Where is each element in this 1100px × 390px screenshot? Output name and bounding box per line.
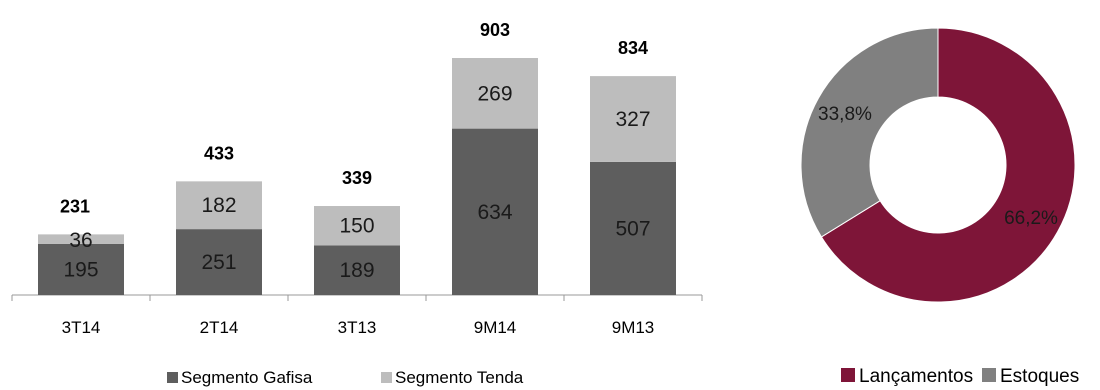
legend-label: Segmento Tenda (395, 368, 524, 387)
bar-value-label: 182 (201, 194, 236, 217)
bar-tenda-9m14 (452, 58, 538, 129)
bar-gafisa-9m13 (590, 161, 676, 295)
donut-slice-label: 66,2% (1004, 208, 1058, 229)
x-tick-label: 3T14 (62, 318, 101, 337)
x-tick-label: 3T13 (338, 318, 377, 337)
legend-swatch (167, 372, 178, 383)
bar-tenda-3t13 (314, 206, 400, 246)
stacked-bar-chart: 195 36 231 3T14 251 182 433 2T14 189 150 339 3T13 63… (11, 20, 703, 387)
bar-gafisa-9m14 (452, 128, 538, 295)
bar-value-label: 251 (201, 251, 236, 274)
bar-total-label: 433 (204, 143, 234, 163)
bar-total-label: 903 (480, 20, 510, 40)
x-tick-label: 9M14 (474, 318, 517, 337)
legend-swatch (381, 372, 392, 383)
bar-gafisa-2t14 (176, 229, 262, 295)
legend-swatch (982, 368, 996, 382)
legend-label: Segmento Gafisa (181, 368, 313, 387)
x-tick-label: 9M13 (612, 318, 655, 337)
bar-tenda-2t14 (176, 181, 262, 230)
donut-chart: 66,2% 33,8% Lançamentos Estoques (800, 27, 1079, 387)
bar-tenda-9m13 (590, 76, 676, 162)
bar-value-label: 507 (615, 217, 650, 240)
bar-total-label: 231 (60, 196, 90, 216)
donut-slice-estoques (800, 27, 939, 238)
bar-value-label: 150 (339, 215, 374, 238)
bar-total-label: 834 (618, 38, 648, 58)
x-tick-label: 2T14 (200, 318, 239, 337)
legend-label: Lançamentos (859, 366, 973, 387)
bar-value-label: 36 (69, 229, 92, 252)
bar-tenda-3t14 (38, 234, 124, 244)
bar-gafisa-3t13 (314, 245, 400, 295)
bar-value-label: 195 (63, 258, 98, 281)
bar-value-label: 269 (477, 82, 512, 105)
donut-slice-label: 33,8% (818, 104, 872, 125)
bar-value-label: 327 (615, 108, 650, 131)
bar-value-label: 634 (477, 201, 512, 224)
bar-gafisa-3t14 (38, 243, 124, 295)
legend-swatch (841, 368, 855, 382)
bar-total-label: 339 (342, 168, 372, 188)
bar-value-label: 189 (339, 259, 374, 282)
donut-slice-lancamentos (820, 27, 1076, 303)
legend-label: Estoques (1000, 366, 1079, 387)
